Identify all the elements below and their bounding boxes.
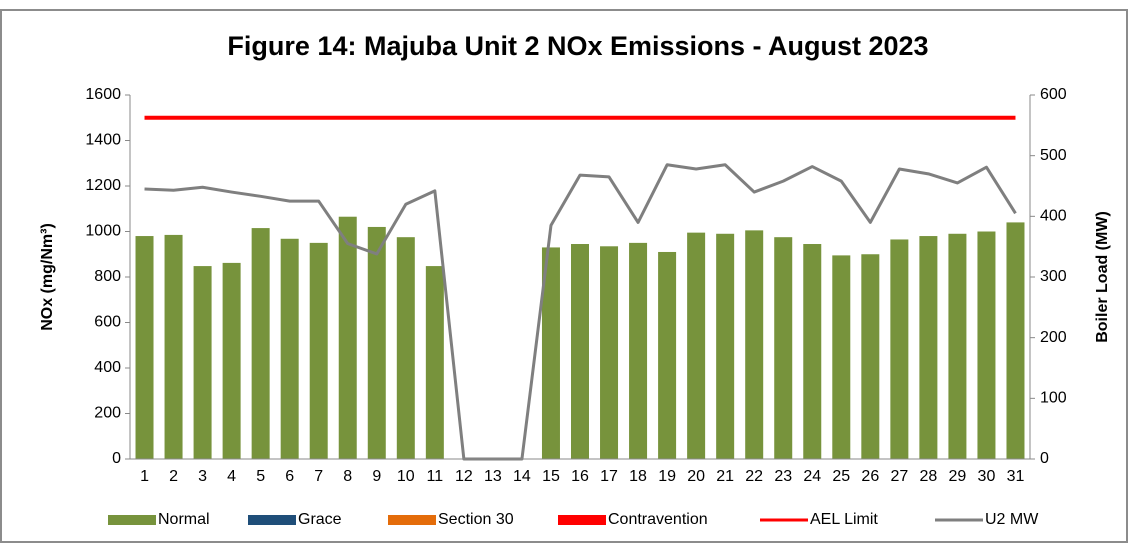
y-tick-label: 200 xyxy=(94,405,121,422)
y-tick-label: 1400 xyxy=(85,132,121,149)
y2-tick-label: 600 xyxy=(1040,86,1067,103)
bar xyxy=(977,231,996,459)
chart-title: Figure 14: Majuba Unit 2 NOx Emissions -… xyxy=(227,31,928,61)
bar xyxy=(861,254,880,459)
x-tick-label: 25 xyxy=(832,468,850,485)
x-tick-label: 18 xyxy=(629,468,647,485)
x-tick-label: 17 xyxy=(600,468,618,485)
legend-label: Section 30 xyxy=(438,511,514,528)
legend-label: Grace xyxy=(298,511,342,528)
x-tick-label: 14 xyxy=(513,468,531,485)
bar xyxy=(367,226,386,459)
bar xyxy=(309,242,328,459)
legend-swatch xyxy=(108,515,156,525)
x-tick-label: 26 xyxy=(861,468,879,485)
y2-tick-label: 0 xyxy=(1040,450,1049,467)
legend-label: Contravention xyxy=(608,511,708,528)
bar xyxy=(948,233,967,459)
y-axis-title: NOx (mg/Nm³) xyxy=(39,223,56,331)
x-tick-label: 15 xyxy=(542,468,560,485)
x-tick-label: 10 xyxy=(397,468,415,485)
bar xyxy=(193,266,212,459)
x-tick-label: 4 xyxy=(227,468,236,485)
x-tick-label: 7 xyxy=(314,468,323,485)
x-tick-label: 11 xyxy=(427,468,444,485)
x-tick-label: 29 xyxy=(949,468,967,485)
bar xyxy=(687,232,706,459)
legend-label: U2 MW xyxy=(985,511,1039,528)
bar xyxy=(774,237,793,459)
y-tick-label: 1600 xyxy=(85,86,121,103)
x-tick-label: 27 xyxy=(890,468,908,485)
legend-label: AEL Limit xyxy=(810,511,878,528)
bar xyxy=(222,262,241,459)
x-tick-label: 5 xyxy=(256,468,265,485)
x-tick-label: 28 xyxy=(919,468,937,485)
bar xyxy=(338,216,357,459)
x-tick-label: 23 xyxy=(774,468,792,485)
x-tick-label: 13 xyxy=(484,468,502,485)
x-tick-label: 16 xyxy=(571,468,589,485)
line-series xyxy=(144,163,1017,461)
x-tick-label: 31 xyxy=(1007,468,1025,485)
x-tick-label: 6 xyxy=(285,468,294,485)
y-tick-label: 400 xyxy=(94,359,121,376)
y2-tick-label: 300 xyxy=(1040,268,1067,285)
bar xyxy=(658,251,677,459)
bar xyxy=(1006,222,1025,459)
y-tick-label: 600 xyxy=(94,314,121,331)
x-tick-label: 12 xyxy=(455,468,473,485)
bar xyxy=(803,244,822,459)
y-tick-label: 1200 xyxy=(85,177,121,194)
bar xyxy=(396,237,415,459)
x-tick-label: 3 xyxy=(198,468,207,485)
x-tick-label: 20 xyxy=(687,468,705,485)
legend-swatch xyxy=(558,515,606,525)
bar xyxy=(600,246,619,459)
y2-tick-label: 400 xyxy=(1040,208,1067,225)
legend-swatch xyxy=(248,515,296,525)
bar xyxy=(135,236,154,459)
bar xyxy=(251,228,270,459)
x-tick-label: 22 xyxy=(745,468,763,485)
x-tick-label: 21 xyxy=(716,468,734,485)
frame xyxy=(0,9,1128,543)
x-tick-label: 19 xyxy=(658,468,676,485)
x-tick-label: 24 xyxy=(803,468,821,485)
legend-swatch xyxy=(388,515,436,525)
y2-tick-label: 500 xyxy=(1040,147,1067,164)
y-tick-label: 0 xyxy=(112,450,121,467)
bar xyxy=(745,230,764,459)
x-tick-label: 1 xyxy=(140,468,149,485)
bar xyxy=(280,238,299,459)
bar xyxy=(919,236,938,459)
bar xyxy=(716,233,735,459)
bar xyxy=(629,242,648,459)
y-tick-label: 1000 xyxy=(85,223,121,240)
bar xyxy=(832,255,851,459)
y2-tick-label: 100 xyxy=(1040,390,1067,407)
y2-tick-label: 200 xyxy=(1040,329,1067,346)
y2-axis-title: Boiler Load (MW) xyxy=(1094,211,1111,343)
x-tick-label: 9 xyxy=(372,468,381,485)
y-tick-label: 800 xyxy=(94,268,121,285)
bar xyxy=(571,244,589,459)
bar xyxy=(890,239,909,459)
bar xyxy=(541,247,560,459)
bar xyxy=(425,266,444,459)
legend-label: Normal xyxy=(158,511,210,528)
x-tick-label: 30 xyxy=(978,468,996,485)
bar xyxy=(164,234,183,459)
x-tick-label: 8 xyxy=(343,468,352,485)
x-tick-label: 2 xyxy=(169,468,178,485)
